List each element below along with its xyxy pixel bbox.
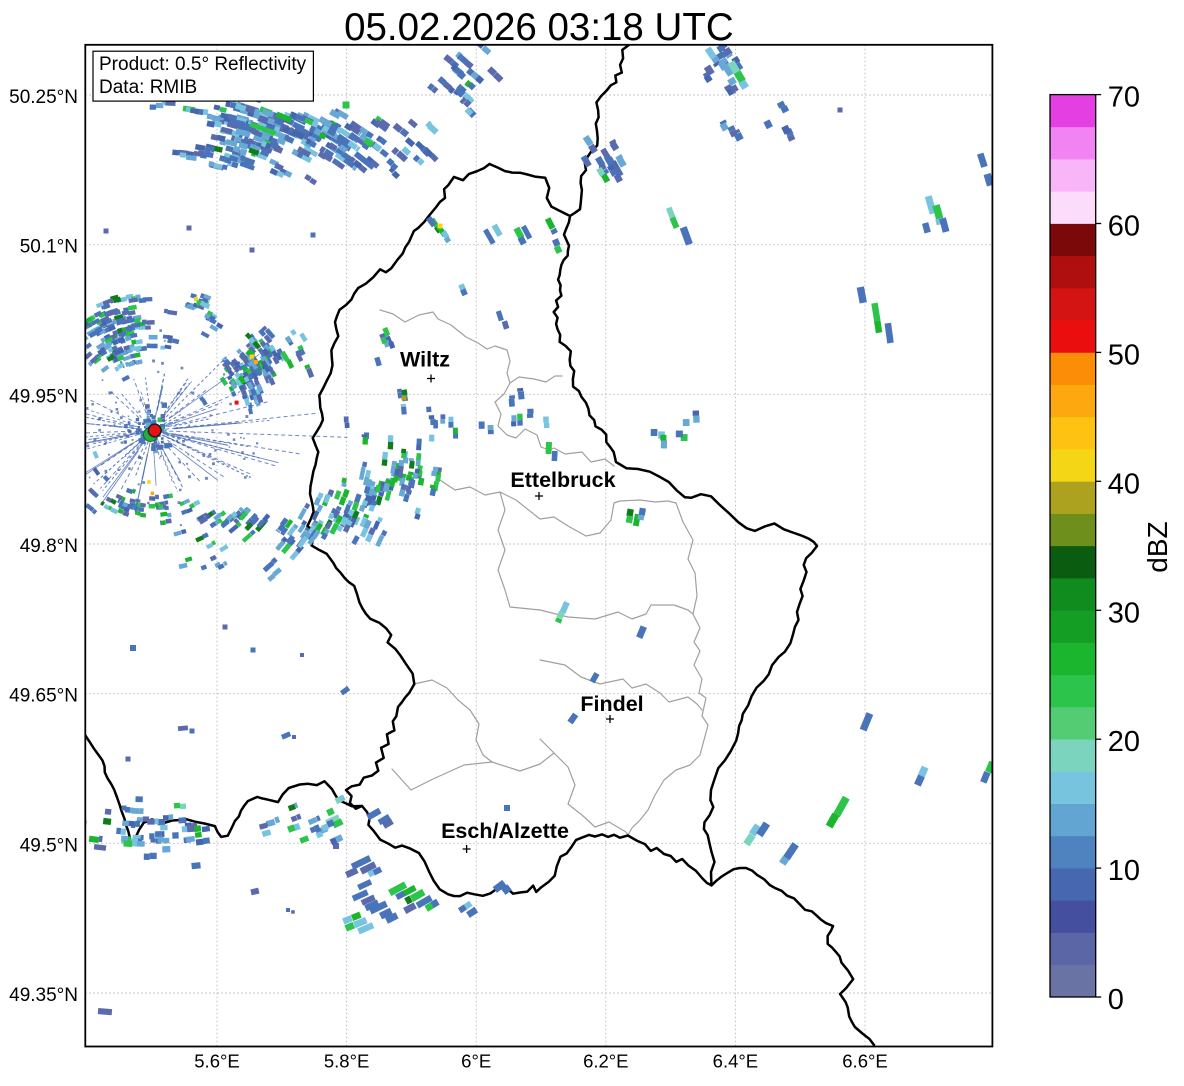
svg-text:Ettelbruck: Ettelbruck [510,468,615,492]
svg-text:49.95°N: 49.95°N [9,386,78,407]
svg-text:49.35°N: 49.35°N [9,985,78,1006]
svg-text:40: 40 [1108,468,1140,500]
svg-text:dBZ: dBZ [1142,521,1173,572]
svg-text:6.2°E: 6.2°E [583,1051,628,1072]
svg-text:Findel: Findel [580,692,643,716]
svg-text:49.65°N: 49.65°N [9,686,78,707]
svg-text:5.8°E: 5.8°E [324,1051,369,1072]
svg-text:6.4°E: 6.4°E [713,1051,758,1072]
svg-text:10: 10 [1108,855,1140,887]
svg-text:6°E: 6°E [461,1051,491,1072]
svg-text:0: 0 [1108,984,1124,1016]
svg-text:60: 60 [1108,211,1140,243]
svg-text:30: 30 [1108,597,1140,629]
svg-text:Data: RMIB: Data: RMIB [99,77,197,98]
svg-text:Wiltz: Wiltz [400,348,450,372]
svg-text:5.6°E: 5.6°E [194,1051,239,1072]
svg-text:49.5°N: 49.5°N [20,835,78,856]
svg-text:50.25°N: 50.25°N [9,87,78,108]
svg-text:50.1°N: 50.1°N [20,237,78,258]
svg-text:Product: 0.5° Reflectivity: Product: 0.5° Reflectivity [99,54,307,75]
svg-text:20: 20 [1108,726,1140,758]
svg-text:05.02.2026 03:18 UTC: 05.02.2026 03:18 UTC [344,6,734,49]
svg-text:70: 70 [1108,82,1140,114]
svg-text:50: 50 [1108,339,1140,371]
svg-text:6.6°E: 6.6°E [842,1051,887,1072]
svg-text:49.8°N: 49.8°N [20,536,78,557]
svg-text:Esch/Alzette: Esch/Alzette [441,819,569,843]
